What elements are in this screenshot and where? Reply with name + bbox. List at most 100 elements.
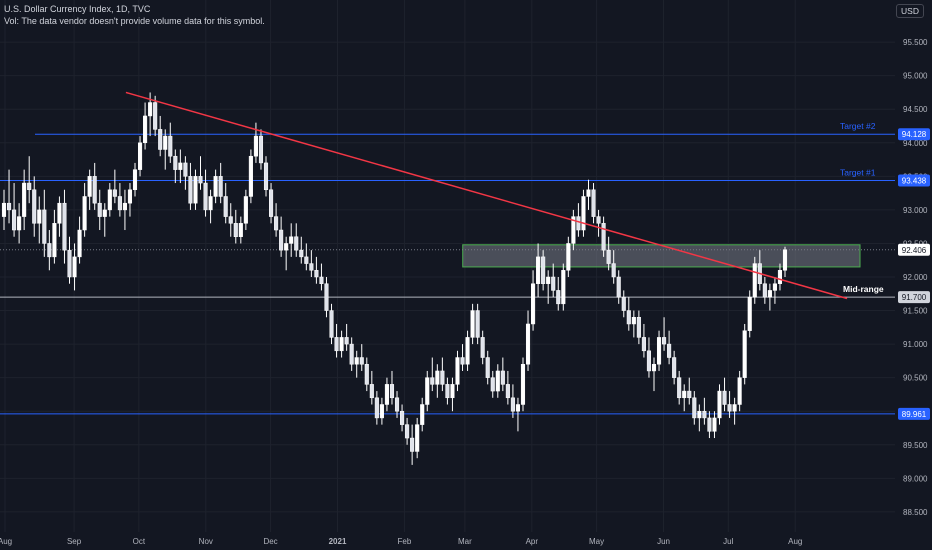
candle-body — [470, 310, 475, 338]
candle-body — [525, 323, 531, 365]
candle-body — [304, 256, 309, 264]
candle-body — [143, 115, 148, 144]
candle-body — [37, 209, 42, 224]
candle-body — [440, 370, 445, 385]
level-price-badge-text: 93.438 — [902, 177, 927, 186]
resistance-zone-box[interactable] — [462, 244, 861, 268]
price-tick-label: 90.500 — [903, 374, 928, 383]
candle-body — [42, 209, 47, 244]
candle-body — [465, 337, 470, 365]
candle-body — [606, 249, 611, 264]
candle-body — [329, 310, 334, 338]
candle-body — [309, 263, 314, 271]
candle-body — [334, 337, 339, 352]
candle-body — [571, 216, 576, 244]
time-axis[interactable]: Aug Sep Oct Nov Dec 2021 Feb Mar Apr May Jun Jul Aug — [0, 537, 802, 546]
candle-body — [762, 283, 767, 298]
candle-body — [117, 196, 122, 211]
candle-body — [87, 176, 92, 197]
candle-body — [551, 276, 556, 291]
candle-body — [193, 176, 198, 204]
candle-body — [722, 390, 727, 405]
candle-body — [717, 390, 722, 419]
candle-body — [621, 296, 626, 311]
price-tick-label: 94.500 — [903, 105, 928, 114]
price-tick-label: 89.500 — [903, 441, 928, 450]
candle-body — [72, 256, 77, 278]
candle-body — [510, 397, 515, 412]
price-tick-label: 92.000 — [903, 273, 928, 282]
level-price-badge — [898, 291, 930, 304]
level-price-badge — [898, 174, 930, 187]
candle-body — [596, 216, 601, 224]
candle-body — [667, 343, 672, 358]
candle-body — [591, 189, 596, 217]
time-tick-label: Nov — [199, 537, 213, 546]
time-tick-label: May — [589, 537, 604, 546]
candle-body — [168, 135, 173, 157]
time-tick-label: Jul — [723, 537, 733, 546]
candle-body — [248, 155, 253, 197]
candle-body — [405, 424, 410, 439]
trendline[interactable] — [125, 91, 848, 300]
candle-body — [777, 270, 783, 284]
candle-body — [782, 249, 788, 271]
candle-body — [82, 196, 87, 231]
candle-body — [294, 236, 299, 251]
candle-body — [566, 243, 571, 271]
candle-body — [611, 263, 616, 278]
level-annotations: Target #2 Target #1 Mid-range — [840, 121, 884, 294]
candle-body — [737, 377, 742, 405]
candle-body — [107, 189, 112, 211]
candle-body — [173, 155, 178, 170]
time-tick-label: Jun — [657, 537, 670, 546]
level-price-badge — [898, 407, 930, 420]
candle-body — [153, 102, 158, 130]
price-axis-badges: 94.128 93.438 91.700 89.961 92.406 — [898, 128, 930, 420]
candle-body — [359, 357, 364, 365]
candle-body — [314, 270, 319, 278]
level-name-label: Target #2 — [840, 121, 876, 131]
candle-body — [707, 417, 712, 432]
candle-body — [17, 216, 22, 231]
candle-body — [52, 223, 57, 258]
candle-body — [112, 189, 117, 197]
candle-body — [339, 337, 344, 352]
candle-body — [692, 397, 697, 419]
candle-body — [299, 249, 304, 258]
candle-body — [1, 202, 7, 217]
price-tick-label: 89.000 — [903, 474, 928, 483]
candle-body — [485, 357, 490, 378]
candle-body — [62, 202, 67, 251]
candle-body — [651, 363, 657, 372]
time-tick-label: Feb — [398, 537, 412, 546]
candle-body — [258, 135, 264, 164]
time-tick-label: 2021 — [329, 537, 347, 546]
candle-body — [682, 390, 687, 399]
candle-body — [127, 189, 133, 204]
currency-badge[interactable]: USD — [896, 4, 924, 18]
candle-body — [430, 377, 435, 385]
candle-body — [495, 370, 500, 392]
candle-body — [284, 243, 289, 251]
candle-body — [747, 296, 752, 331]
candle-body — [752, 263, 757, 298]
candle-body — [656, 337, 662, 365]
candle-body — [646, 350, 652, 372]
candle-body — [274, 216, 279, 231]
price-axis[interactable]: 88.50089.00089.50090.00090.50091.00091.5… — [903, 38, 928, 517]
candle-body — [490, 377, 495, 392]
candle-body — [425, 377, 430, 405]
candle-body — [218, 176, 223, 197]
candle-body — [631, 317, 636, 325]
time-tick-label: Mar — [458, 537, 472, 546]
chart-title: U.S. Dollar Currency Index, 1D, TVC — [4, 4, 151, 14]
candle-body — [203, 182, 208, 211]
candle-body — [22, 182, 27, 217]
candle-body — [243, 196, 248, 224]
candle-body — [520, 363, 526, 405]
candle-body — [767, 290, 772, 298]
candle-body — [77, 229, 82, 258]
candle-body — [435, 370, 440, 385]
